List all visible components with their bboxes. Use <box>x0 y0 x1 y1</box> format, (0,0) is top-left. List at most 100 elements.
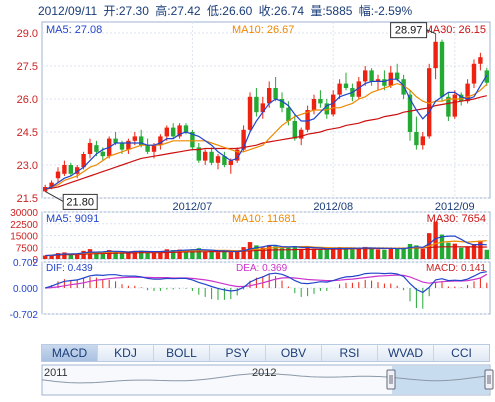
macd-value-label: MACD: 0.141 <box>426 263 486 274</box>
macd-dif-label: DIF: 0.439 <box>46 263 93 274</box>
candle <box>305 110 310 130</box>
tab-obv[interactable]: OBV <box>266 345 322 361</box>
candle <box>228 160 233 165</box>
candle <box>190 132 195 148</box>
candle <box>55 171 61 179</box>
candle <box>132 136 137 141</box>
volume-bar <box>375 249 381 259</box>
candle <box>151 145 157 152</box>
navigator-left-handle[interactable] <box>386 369 396 390</box>
macd-dea-line <box>45 273 488 289</box>
low-callout-line <box>44 190 64 202</box>
price-y-tick: 29.0 <box>17 28 38 40</box>
candle <box>87 143 93 154</box>
price-ma5-label: MA5: 27.08 <box>46 24 102 36</box>
volume-bar <box>395 248 400 259</box>
quote-close: 26.74 <box>274 4 305 18</box>
candle <box>452 94 457 117</box>
tab-wvad[interactable]: WVAD <box>378 345 434 361</box>
tab-cci[interactable]: CCI <box>451 346 472 360</box>
tab-psy[interactable]: PSY <box>210 345 266 361</box>
volume-bar <box>49 254 54 259</box>
volume-ma5-label: MA5: 9091 <box>46 213 99 225</box>
candle <box>209 151 214 163</box>
quote-volume-label: 量: <box>310 4 326 18</box>
candle <box>241 129 246 150</box>
candle <box>286 107 291 121</box>
candle <box>382 79 387 86</box>
volume-bar <box>215 252 221 259</box>
macd-y-tick: -0.702 <box>10 310 39 321</box>
volume-bar <box>273 246 278 259</box>
volume-bar <box>196 248 201 259</box>
macd-y-tick: 0.702 <box>13 258 38 269</box>
volume-bar <box>311 248 317 259</box>
price-ma30-label: MA30: 26.15 <box>424 24 486 36</box>
candle <box>183 125 189 132</box>
candle <box>337 83 342 95</box>
quote-volume: 5885 <box>325 4 353 18</box>
volume-bar <box>145 252 150 259</box>
volume-bar <box>151 252 157 259</box>
volume-bar <box>267 245 272 259</box>
price-y-tick: 26.0 <box>17 94 38 106</box>
quote-header: 2012/09/11 开:27.30 高:27.42 低:26.60 收:26.… <box>38 2 415 19</box>
quote-high: 27.42 <box>170 4 201 18</box>
candle <box>446 96 451 117</box>
candle <box>247 96 253 130</box>
quote-close-label: 收: <box>258 4 275 18</box>
high-callout-line <box>426 29 436 35</box>
candle <box>331 94 336 115</box>
candle <box>164 127 169 137</box>
price-ma10-line <box>45 82 488 190</box>
volume-bar <box>228 252 233 259</box>
candle <box>369 70 374 82</box>
volume-bar <box>171 250 176 259</box>
candle <box>196 147 201 161</box>
volume-y-tick: 7500 <box>16 243 39 254</box>
candle <box>471 63 477 84</box>
volume-bar <box>388 248 393 259</box>
candle <box>139 136 144 146</box>
volume-bar <box>452 243 457 259</box>
volume-bar <box>279 248 285 259</box>
price-x-tick: 2012/07 <box>173 201 213 213</box>
volume-bar <box>286 247 291 259</box>
quote-change: -2.59% <box>374 4 413 18</box>
candle <box>324 103 329 115</box>
volume-bar <box>158 251 163 259</box>
candle <box>100 151 105 157</box>
volume-bar <box>81 250 86 259</box>
tab-macd[interactable]: MACD <box>42 345 98 361</box>
tab-boll[interactable]: BOLL <box>154 345 210 361</box>
candle <box>215 156 221 163</box>
price-ma10-label: MA10: 26.67 <box>232 24 294 36</box>
volume-ma10-label: MA10: 11681 <box>232 213 297 225</box>
candle <box>433 41 438 69</box>
navigator-right-handle[interactable] <box>484 369 494 390</box>
candle <box>375 79 381 82</box>
tab-kdj[interactable]: KDJ <box>98 345 154 361</box>
candle <box>318 99 323 104</box>
candle <box>299 129 304 139</box>
candle <box>267 88 272 104</box>
volume-bar <box>433 221 438 259</box>
volume-bar <box>177 249 182 259</box>
candle <box>171 127 176 137</box>
volume-bar <box>43 255 48 259</box>
candle <box>407 94 413 132</box>
volume-bar <box>369 247 374 259</box>
candle <box>465 83 470 102</box>
navigator-label-2011: 2011 <box>44 367 68 379</box>
candle <box>260 103 265 113</box>
candle <box>311 99 317 110</box>
high-callout-label: 28.97 <box>395 25 423 37</box>
price-x-tick: 2012/08 <box>313 201 353 213</box>
price-panel-frame <box>41 21 491 199</box>
volume-bar <box>68 254 73 259</box>
tab-rsi[interactable]: RSI <box>322 345 378 361</box>
volume-bar <box>478 240 483 259</box>
volume-bar <box>260 247 265 259</box>
quote-date: 2012/09/11 <box>38 4 98 18</box>
